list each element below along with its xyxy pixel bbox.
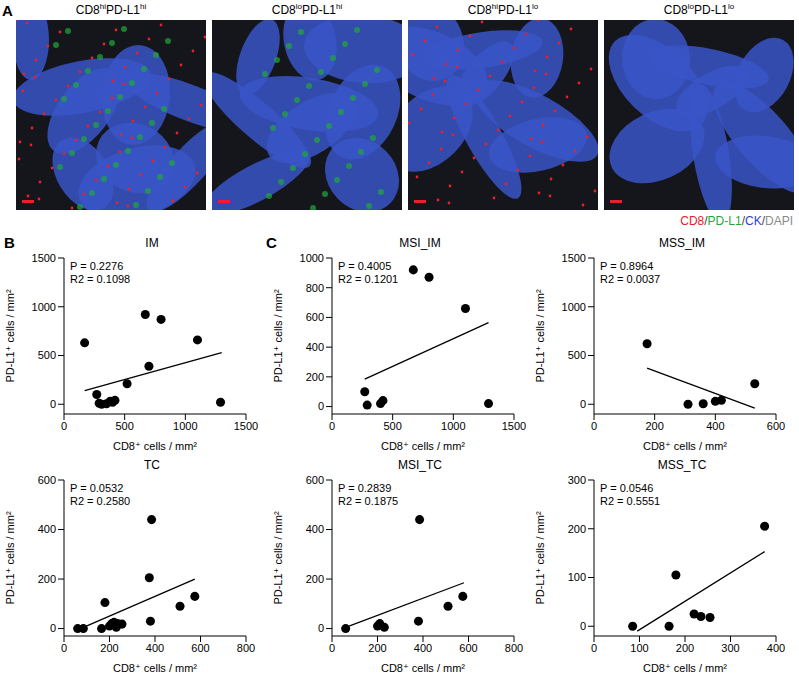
svg-text:0: 0	[318, 622, 324, 634]
html-text:P = 0.2839: P = 0.2839	[338, 482, 392, 494]
svg-text:1500: 1500	[32, 252, 56, 264]
svg-text:0: 0	[580, 398, 586, 410]
html-text:R2 = 0.1201: R2 = 0.1201	[338, 273, 399, 285]
svg-text:500: 500	[115, 420, 133, 432]
svg-text:200: 200	[676, 642, 694, 654]
svg-text:0: 0	[329, 642, 335, 654]
svg-text:500: 500	[568, 349, 586, 361]
html-text:CD8 / PD-L1 / CK / DAPI: CD8 / PD-L1 / CK / DAPI	[680, 214, 793, 228]
html-text:P = 0.2276: P = 0.2276	[70, 260, 124, 272]
html-text:B: B	[4, 234, 15, 251]
html-text:CD8loPD-L1hi: CD8loPD-L1hi	[271, 2, 343, 17]
html-text:MSS_IM: MSS_IM	[659, 236, 705, 250]
svg-text:400: 400	[146, 642, 164, 654]
html-text:P = 0.4005: P = 0.4005	[338, 260, 392, 272]
html-text:MSI_TC: MSI_TC	[398, 458, 442, 472]
svg-text:200: 200	[645, 420, 663, 432]
html-text:R2 = 0.0037: R2 = 0.0037	[600, 273, 661, 285]
svg-text:CD8⁺ cells / mm²: CD8⁺ cells / mm²	[643, 440, 727, 452]
svg-text:100: 100	[568, 571, 586, 583]
svg-text:600: 600	[38, 474, 56, 486]
svg-text:200: 200	[368, 642, 386, 654]
html-text:C: C	[266, 234, 277, 251]
svg-text:CD8⁺ cells / mm²: CD8⁺ cells / mm²	[113, 440, 197, 452]
svg-text:600: 600	[459, 642, 477, 654]
svg-text:800: 800	[237, 642, 255, 654]
svg-text:1500: 1500	[234, 420, 258, 432]
svg-text:200: 200	[306, 371, 324, 383]
svg-text:PD-L1⁺ cells / mm²: PD-L1⁺ cells / mm²	[4, 289, 16, 383]
html-text:CD8hiPD-L1lo: CD8hiPD-L1lo	[467, 2, 539, 17]
svg-text:200: 200	[38, 573, 56, 585]
html-text:P = 0.0546: P = 0.0546	[600, 482, 654, 494]
html-text:MSS_TC: MSS_TC	[657, 458, 707, 472]
svg-text:600: 600	[306, 474, 324, 486]
svg-text:0: 0	[580, 620, 586, 632]
svg-text:1500: 1500	[502, 420, 526, 432]
svg-text:0: 0	[50, 622, 56, 634]
svg-text:CD8⁺ cells / mm²: CD8⁺ cells / mm²	[643, 662, 727, 674]
svg-text:800: 800	[306, 282, 324, 294]
svg-text:1000: 1000	[32, 301, 56, 313]
svg-text:400: 400	[767, 642, 785, 654]
html-text:IM: IM	[145, 236, 159, 250]
html-text:MSI_IM: MSI_IM	[399, 236, 441, 250]
svg-text:400: 400	[306, 523, 324, 535]
html-text:CD8hiPD-L1hi: CD8hiPD-L1hi	[75, 2, 147, 17]
svg-text:1000: 1000	[562, 301, 586, 313]
svg-text:300: 300	[721, 642, 739, 654]
html-text:R2 = 0.2580: R2 = 0.2580	[70, 495, 131, 507]
svg-text:PD-L1⁺ cells / mm²: PD-L1⁺ cells / mm²	[534, 511, 546, 605]
svg-text:PD-L1⁺ cells / mm²: PD-L1⁺ cells / mm²	[272, 511, 284, 605]
svg-text:300: 300	[568, 474, 586, 486]
svg-text:200: 200	[568, 523, 586, 535]
svg-text:1000: 1000	[173, 420, 197, 432]
svg-text:200: 200	[306, 573, 324, 585]
svg-text:CD8⁺ cells / mm²: CD8⁺ cells / mm²	[381, 440, 465, 452]
svg-text:PD-L1⁺ cells / mm²: PD-L1⁺ cells / mm²	[534, 289, 546, 383]
html-text:R2 = 0.5551: R2 = 0.5551	[600, 495, 661, 507]
svg-text:1000: 1000	[300, 252, 324, 264]
svg-text:500: 500	[383, 420, 401, 432]
html-text:P = 0.8964: P = 0.8964	[600, 260, 654, 272]
html-text:R2 = 0.1098: R2 = 0.1098	[70, 273, 131, 285]
svg-text:600: 600	[767, 420, 785, 432]
svg-text:0: 0	[591, 642, 597, 654]
svg-text:1500: 1500	[562, 252, 586, 264]
svg-text:0: 0	[61, 420, 67, 432]
svg-text:400: 400	[38, 523, 56, 535]
svg-text:PD-L1⁺ cells / mm²: PD-L1⁺ cells / mm²	[272, 289, 284, 383]
html-text:CD8loPD-L1lo: CD8loPD-L1lo	[663, 2, 735, 17]
svg-text:CD8⁺ cells / mm²: CD8⁺ cells / mm²	[381, 662, 465, 674]
svg-text:0: 0	[318, 400, 324, 412]
html-text:P = 0.0532: P = 0.0532	[70, 482, 124, 494]
html-text:TC: TC	[144, 458, 160, 472]
html-text:A: A	[2, 2, 13, 19]
svg-text:600: 600	[191, 642, 209, 654]
svg-text:500: 500	[38, 349, 56, 361]
svg-text:100: 100	[630, 642, 648, 654]
svg-text:PD-L1⁺ cells / mm²: PD-L1⁺ cells / mm²	[4, 511, 16, 605]
svg-text:0: 0	[61, 642, 67, 654]
svg-text:600: 600	[306, 311, 324, 323]
svg-text:1000: 1000	[441, 420, 465, 432]
svg-text:400: 400	[414, 642, 432, 654]
svg-text:0: 0	[329, 420, 335, 432]
svg-text:800: 800	[505, 642, 523, 654]
svg-text:CD8⁺ cells / mm²: CD8⁺ cells / mm²	[113, 662, 197, 674]
svg-text:400: 400	[706, 420, 724, 432]
svg-text:0: 0	[591, 420, 597, 432]
html-text:R2 = 0.1875: R2 = 0.1875	[338, 495, 399, 507]
svg-text:400: 400	[306, 341, 324, 353]
svg-text:200: 200	[100, 642, 118, 654]
svg-text:0: 0	[50, 398, 56, 410]
